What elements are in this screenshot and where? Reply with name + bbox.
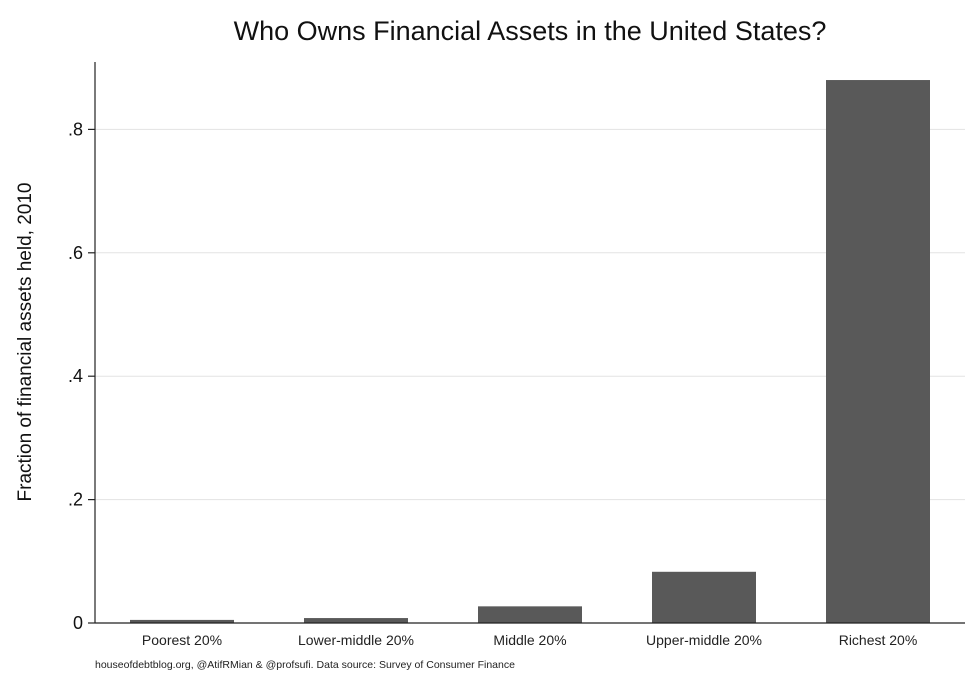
y-axis-ticks: 0 .2 .4 .6 .8 — [68, 119, 95, 633]
chart-title: Who Owns Financial Assets in the United … — [234, 16, 827, 46]
y-tick-label: .8 — [68, 119, 83, 139]
x-category-label: Middle 20% — [493, 632, 566, 648]
bars — [130, 80, 930, 624]
bar — [478, 606, 582, 623]
x-axis-categories: Poorest 20% Lower-middle 20% Middle 20% Upp… — [142, 632, 917, 648]
bar — [304, 618, 408, 623]
y-tick-label: .6 — [68, 243, 83, 263]
x-category-label: Poorest 20% — [142, 632, 222, 648]
y-tick-label: .4 — [68, 366, 83, 386]
x-category-label: Upper-middle 20% — [646, 632, 762, 648]
y-tick-label: 0 — [73, 613, 83, 633]
source-note: houseofdebtblog.org, @AtifRMian & @profs… — [95, 659, 515, 671]
y-axis-label: Fraction of financial assets held, 2010 — [15, 183, 36, 502]
x-category-label: Richest 20% — [839, 632, 918, 648]
gridlines — [95, 128, 965, 501]
y-tick-label: .2 — [68, 490, 83, 510]
bar — [130, 619, 234, 623]
x-category-label: Lower-middle 20% — [298, 632, 414, 648]
bar — [652, 571, 756, 623]
bar — [826, 80, 930, 624]
